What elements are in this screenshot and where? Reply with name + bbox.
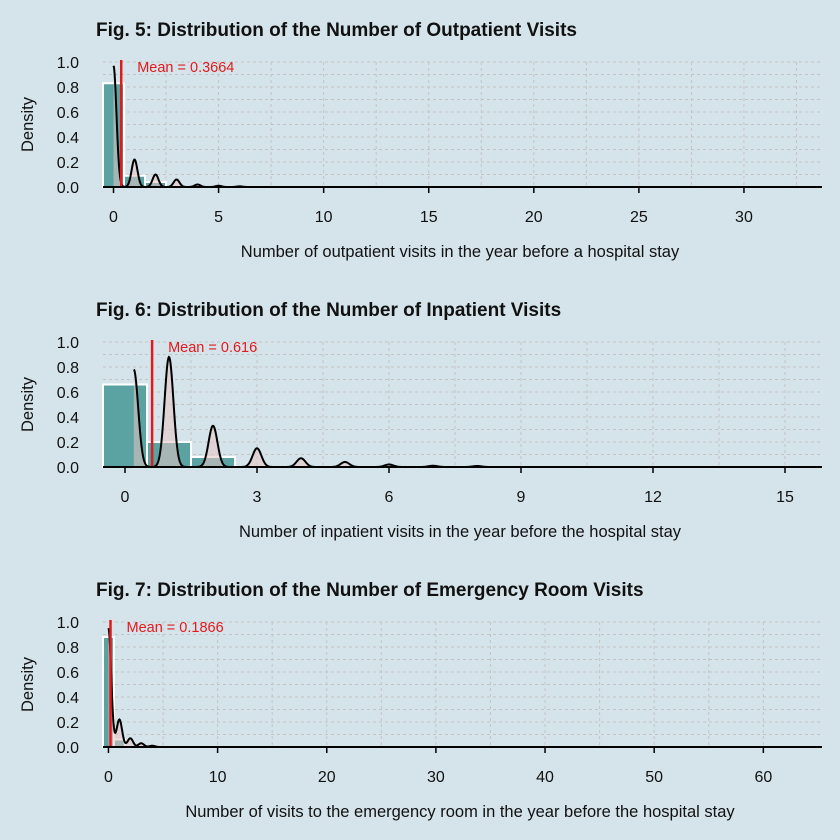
mean-label: Mean = 0.1866 xyxy=(126,620,223,636)
chart-panel-7: Fig. 7: Distribution of the Number of Em… xyxy=(19,580,822,821)
density-curve xyxy=(133,355,807,468)
y-tick-label: 0.8 xyxy=(57,360,79,377)
x-tick-label: 30 xyxy=(735,209,753,226)
density-area xyxy=(133,357,808,467)
grid xyxy=(103,341,822,468)
y-tick-label: 0.8 xyxy=(57,80,79,97)
x-tick-label: 5 xyxy=(214,209,223,226)
density-area xyxy=(113,65,807,187)
density-curve xyxy=(107,627,807,748)
y-tick-label: 0.4 xyxy=(57,130,79,147)
chart-title: Fig. 6: Distribution of the Number of In… xyxy=(96,300,561,321)
x-tick-label: 10 xyxy=(209,769,227,786)
x-tick-label: 6 xyxy=(385,489,394,506)
y-tick-label: 0.2 xyxy=(57,715,79,732)
y-tick-label: 0.4 xyxy=(57,690,79,707)
x-axis-label: Number of visits to the emergency room i… xyxy=(185,803,735,821)
chart-title: Fig. 5: Distribution of the Number of Ou… xyxy=(96,20,577,41)
chart-panel-5: Fig. 5: Distribution of the Number of Ou… xyxy=(19,20,822,261)
y-tick-label: 0.4 xyxy=(57,410,79,427)
x-tick-label: 0 xyxy=(104,769,113,786)
mean-label: Mean = 0.616 xyxy=(168,340,257,356)
y-tick-label: 0.0 xyxy=(57,460,79,477)
x-tick-label: 40 xyxy=(536,769,554,786)
grid xyxy=(103,61,822,188)
grid xyxy=(103,621,822,748)
x-tick-label: 20 xyxy=(318,769,336,786)
chart-panel-6: Fig. 6: Distribution of the Number of In… xyxy=(19,300,822,541)
x-axis-label: Number of inpatient visits in the year b… xyxy=(239,523,682,541)
y-axis-label: Density xyxy=(19,376,37,432)
y-tick-label: 1.0 xyxy=(57,335,79,352)
y-tick-label: 0.6 xyxy=(57,105,79,122)
x-tick-label: 0 xyxy=(121,489,130,506)
x-tick-label: 10 xyxy=(315,209,333,226)
y-tick-label: 1.0 xyxy=(57,55,79,72)
y-tick-label: 1.0 xyxy=(57,615,79,632)
x-tick-label: 15 xyxy=(420,209,438,226)
x-tick-label: 3 xyxy=(253,489,262,506)
x-tick-label: 30 xyxy=(427,769,445,786)
y-tick-label: 0.6 xyxy=(57,385,79,402)
x-tick-label: 12 xyxy=(644,489,662,506)
x-tick-label: 60 xyxy=(754,769,772,786)
x-axis-label: Number of outpatient visits in the year … xyxy=(241,243,680,261)
density-curve xyxy=(112,65,807,188)
mean-label: Mean = 0.3664 xyxy=(137,60,234,76)
y-tick-label: 0.2 xyxy=(57,435,79,452)
y-axis-label: Density xyxy=(19,656,37,712)
x-tick-label: 9 xyxy=(517,489,526,506)
y-tick-label: 0.0 xyxy=(57,740,79,757)
density-area xyxy=(108,628,807,747)
y-tick-label: 0.0 xyxy=(57,180,79,197)
x-tick-label: 20 xyxy=(525,209,543,226)
y-axis-label: Density xyxy=(19,96,37,152)
x-tick-label: 50 xyxy=(645,769,663,786)
x-tick-label: 15 xyxy=(776,489,794,506)
x-tick-label: 25 xyxy=(630,209,648,226)
x-tick-label: 0 xyxy=(109,209,118,226)
y-tick-label: 0.8 xyxy=(57,640,79,657)
y-tick-label: 0.6 xyxy=(57,665,79,682)
chart-title: Fig. 7: Distribution of the Number of Em… xyxy=(96,580,644,601)
y-tick-label: 0.2 xyxy=(57,155,79,172)
